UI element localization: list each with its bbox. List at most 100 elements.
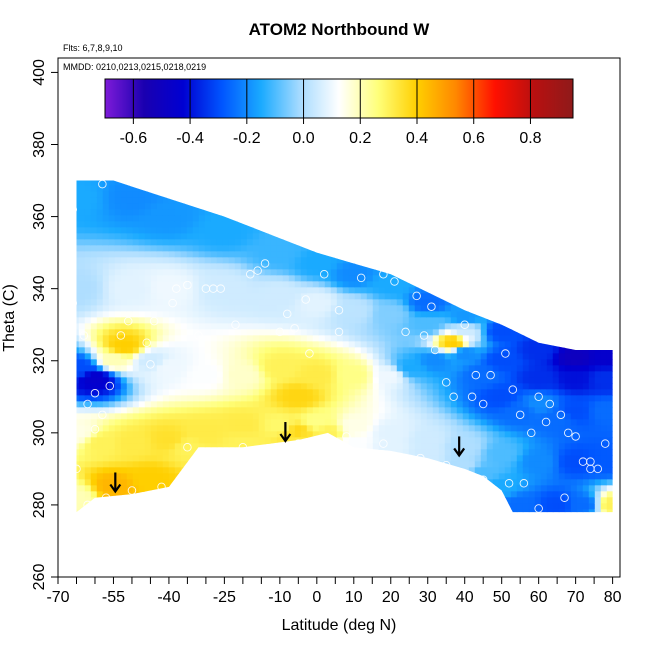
heatmap-cell <box>372 485 380 492</box>
heatmap-cell <box>144 299 152 306</box>
heatmap-cell <box>570 389 578 396</box>
heatmap-cell <box>90 269 98 276</box>
heatmap-cell <box>222 425 230 432</box>
heatmap-cell <box>486 335 494 342</box>
heatmap-cell <box>390 503 398 510</box>
heatmap-cell <box>492 383 500 390</box>
heatmap-cell <box>360 449 368 456</box>
heatmap-cell <box>564 227 572 234</box>
heatmap-cell <box>306 365 314 372</box>
heatmap-cell <box>222 251 230 258</box>
heatmap-cell <box>534 275 542 282</box>
heatmap-cell <box>276 227 284 234</box>
heatmap-cell <box>432 509 440 513</box>
heatmap-cell <box>474 311 482 318</box>
heatmap-cell <box>276 197 284 204</box>
heatmap-cell <box>408 383 416 390</box>
heatmap-cell <box>462 203 470 210</box>
heatmap-cell <box>150 431 158 438</box>
heatmap-cell <box>228 293 236 300</box>
heatmap-cell <box>216 305 224 312</box>
heatmap-cell <box>186 341 194 348</box>
heatmap-cell <box>270 503 278 510</box>
heatmap-cell <box>564 401 572 408</box>
heatmap-cell <box>288 293 296 300</box>
heatmap-cell <box>246 257 254 264</box>
heatmap-cell <box>138 509 146 513</box>
heatmap-cell <box>318 461 326 468</box>
heatmap-cell <box>78 233 86 240</box>
heatmap-cell <box>258 227 266 234</box>
heatmap-cell <box>78 479 86 486</box>
heatmap-cell <box>582 293 590 300</box>
heatmap-cell <box>576 281 584 288</box>
heatmap-cell <box>246 323 254 330</box>
heatmap-cell <box>354 335 362 342</box>
heatmap-cell <box>480 305 488 312</box>
heatmap-cell <box>288 317 296 324</box>
heatmap-cell <box>516 197 524 204</box>
heatmap-cell <box>210 305 218 312</box>
heatmap-cell <box>312 293 320 300</box>
heatmap-cell <box>468 395 476 402</box>
heatmap-cell <box>270 293 278 300</box>
heatmap-cell <box>366 263 374 270</box>
heatmap-cell <box>564 497 572 504</box>
heatmap-cell <box>384 323 392 330</box>
heatmap-cell <box>492 215 500 222</box>
heatmap-cell <box>456 245 464 252</box>
heatmap-cell <box>144 311 152 318</box>
heatmap-cell <box>234 395 242 402</box>
heatmap-cell <box>192 461 200 468</box>
heatmap-cell <box>558 269 566 276</box>
heatmap-cell <box>186 263 194 270</box>
heatmap-cell <box>576 269 584 276</box>
heatmap-cell <box>78 269 86 276</box>
heatmap-cell <box>76 353 80 360</box>
heatmap-cell <box>516 503 524 510</box>
heatmap-cell <box>144 251 152 258</box>
heatmap-cell <box>120 485 128 492</box>
heatmap-cell <box>378 317 386 324</box>
heatmap-cell <box>174 407 182 414</box>
heatmap-cell <box>265 173 272 180</box>
heatmap-cell <box>186 227 194 234</box>
heatmap-cell <box>318 359 326 366</box>
heatmap-cell <box>318 353 326 360</box>
heatmap-cell <box>336 203 344 210</box>
heatmap-cell <box>390 485 398 492</box>
heatmap-cell <box>132 251 140 258</box>
heatmap-cell <box>408 425 416 432</box>
heatmap-cell <box>493 173 500 180</box>
heatmap-cell <box>324 239 332 246</box>
heatmap-cell <box>192 419 200 426</box>
heatmap-cell <box>546 191 554 198</box>
heatmap-cell <box>450 497 458 504</box>
heatmap-cell <box>252 233 260 240</box>
heatmap-cell <box>312 245 320 252</box>
heatmap-cell <box>204 425 212 432</box>
heatmap-cell <box>288 221 296 228</box>
heatmap-cell <box>510 377 518 384</box>
heatmap-cell <box>186 257 194 264</box>
heatmap-cell <box>504 305 512 312</box>
heatmap-cell <box>186 497 194 504</box>
heatmap-cell <box>84 281 92 288</box>
heatmap-cell <box>540 251 548 258</box>
heatmap-cell <box>576 275 584 282</box>
heatmap-cell <box>114 443 122 450</box>
heatmap-cell <box>258 299 266 306</box>
heatmap-cell <box>348 413 356 420</box>
heatmap-cell <box>186 293 194 300</box>
heatmap-cell <box>198 239 206 246</box>
heatmap-cell <box>240 395 248 402</box>
heatmap-cell <box>528 455 536 462</box>
heatmap-cell <box>222 347 230 354</box>
heatmap-cell <box>300 197 308 204</box>
heatmap-cell <box>480 359 488 366</box>
heatmap-cell <box>384 377 392 384</box>
heatmap-cell <box>222 335 230 342</box>
heatmap-cell <box>186 269 194 276</box>
heatmap-cell <box>168 281 176 288</box>
heatmap-cell <box>486 371 494 378</box>
